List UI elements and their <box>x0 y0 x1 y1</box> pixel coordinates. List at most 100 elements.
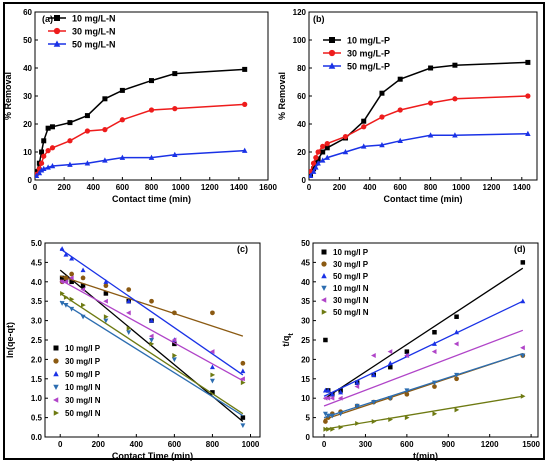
data-point <box>80 267 86 273</box>
data-point <box>126 310 131 316</box>
data-point <box>45 147 51 154</box>
x-tick-label: 200 <box>333 183 347 192</box>
data-point <box>520 260 526 265</box>
legend-marker <box>54 15 60 21</box>
y-tick-label: 120 <box>293 8 307 17</box>
series-10-mg-l-n <box>322 352 526 419</box>
data-point <box>322 395 328 401</box>
x-tick-label: 1200 <box>481 440 499 449</box>
data-point <box>171 337 177 343</box>
y-tick-label: 0 <box>306 433 311 442</box>
series-30-mg-l-n <box>35 101 248 178</box>
y-tick-label: 30 <box>23 92 32 101</box>
y-tick-label: 100 <box>293 36 307 45</box>
legend-item: 50 mg/l P <box>53 370 101 379</box>
data-point <box>454 407 460 413</box>
data-point <box>330 426 336 432</box>
x-tick-label: 400 <box>363 183 377 192</box>
legend-item: 50 mg/l P <box>321 272 369 281</box>
data-point <box>342 149 349 155</box>
legend-label: 30 mg/L-P <box>347 49 390 59</box>
data-point <box>210 390 215 395</box>
data-point <box>49 124 55 130</box>
legend-label: 10 mg/L-N <box>72 14 116 24</box>
panel-label: (c) <box>237 244 248 254</box>
data-point <box>49 145 56 151</box>
data-point <box>240 380 246 386</box>
data-point <box>379 90 385 96</box>
y-tick-label: 3.0 <box>31 317 43 326</box>
x-tick-label: 0 <box>307 183 312 192</box>
data-point <box>337 395 343 401</box>
data-point <box>520 353 526 359</box>
panel-label: (d) <box>514 244 526 254</box>
legend-label: 30 mg/l P <box>65 357 101 366</box>
data-point <box>323 337 328 343</box>
series-50-mg-l-p <box>309 130 531 179</box>
data-point <box>45 125 51 131</box>
data-point <box>59 246 65 251</box>
data-point <box>520 298 526 304</box>
series-50-mg-l-p <box>59 246 246 376</box>
fit-line <box>323 329 524 407</box>
data-point <box>119 117 125 123</box>
data-point <box>404 349 410 354</box>
data-point <box>397 137 403 144</box>
y-tick-label: 40 <box>297 120 306 129</box>
data-point <box>148 154 155 160</box>
x-tick-label: 800 <box>424 183 438 192</box>
data-point <box>388 364 393 370</box>
plot-area <box>322 260 526 432</box>
data-point <box>310 160 317 166</box>
x-tick-label: 1400 <box>513 183 531 192</box>
y-tick-label: 25 <box>301 336 310 345</box>
y-tick-label: 3.5 <box>31 297 43 306</box>
data-point <box>431 349 437 355</box>
data-point <box>452 132 458 138</box>
legend-marker <box>53 40 61 47</box>
plot-frame <box>308 11 538 181</box>
legend-item: 30 mg/L-P <box>323 49 390 59</box>
data-point <box>404 391 410 397</box>
data-point <box>103 279 109 284</box>
legend-label: 50 mg/l P <box>65 370 101 379</box>
data-point <box>325 395 331 401</box>
data-point <box>149 341 155 347</box>
series-10-mg-l-n <box>59 300 246 429</box>
legend-item: 50 mg/l N <box>53 409 101 418</box>
data-point <box>60 290 65 296</box>
legend-item: 10 mg/l N <box>321 284 369 293</box>
data-point <box>210 372 216 378</box>
data-point <box>38 160 45 166</box>
legend-label: 50 mg/l N <box>333 308 369 317</box>
fit-line <box>59 279 244 382</box>
legend-marker <box>53 410 59 416</box>
series-50-mg-l-p <box>322 298 526 397</box>
data-point <box>84 128 91 134</box>
legend-marker <box>53 397 59 403</box>
data-point <box>148 107 155 113</box>
fit-line <box>59 300 244 417</box>
data-point <box>431 341 437 346</box>
data-point <box>338 389 344 395</box>
legend: 10 mg/l P 30 mg/l P 50 mg/l P 10 mg/l N 30 m… <box>321 248 369 317</box>
legend-marker <box>329 37 335 43</box>
plot-area <box>309 59 531 179</box>
series-30-mg-l-n <box>59 275 245 382</box>
x-tick-label: 1000 <box>452 183 470 192</box>
x-tick-label: 0 <box>33 183 38 192</box>
data-point <box>39 149 45 155</box>
series-line <box>35 149 245 177</box>
legend-item: 30 mg/l N <box>53 396 101 405</box>
x-tick-label: 1500 <box>522 440 540 449</box>
data-point <box>313 154 319 161</box>
x-tick-label: 800 <box>206 440 220 449</box>
y-tick-label: 60 <box>23 8 32 17</box>
legend-label: 30 mg/l P <box>333 260 369 269</box>
data-point <box>325 413 331 419</box>
data-point <box>69 296 75 302</box>
data-point <box>431 380 437 386</box>
series-line <box>35 103 245 175</box>
data-point <box>240 415 246 420</box>
